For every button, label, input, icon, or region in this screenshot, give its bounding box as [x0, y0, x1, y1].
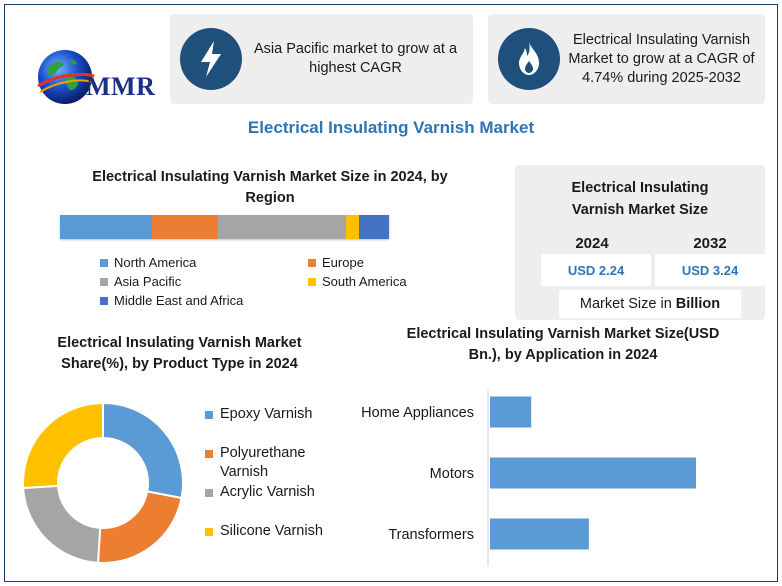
category-label-home-appliances: Home Appliances: [361, 405, 474, 421]
region-stacked-bar: [60, 215, 389, 239]
product-chart-title: Electrical Insulating Varnish Market Sha…: [57, 335, 302, 372]
market-size-card: Electrical Insulating Varnish Market Siz…: [515, 165, 765, 320]
lightning-icon: [180, 28, 242, 90]
bar-segment-asia-pacific: [217, 215, 347, 239]
category-label-transformers: Transformers: [388, 527, 474, 543]
unit-bold: Billion: [675, 296, 721, 312]
legend-item-epoxy-varnish: Epoxy Varnish: [205, 405, 312, 424]
legend-swatch: [205, 411, 213, 419]
legend-label: Europe: [322, 255, 364, 270]
legend-label: Silicone Varnish: [220, 523, 323, 539]
legend-swatch: [205, 489, 213, 497]
legend-swatch: [100, 296, 108, 305]
globe-icon: [37, 50, 95, 104]
application-bar-chart: Home Appliances Motors Transformers: [361, 390, 696, 566]
card-text: Electrical Insulating Varnish Market to …: [568, 31, 755, 86]
legend-swatch: [308, 277, 316, 286]
region-chart-title: Electrical Insulating Varnish Market Siz…: [92, 169, 448, 206]
region-legend: North America Europe Asia Pacific South Ame…: [100, 255, 440, 315]
legend-label: Epoxy Varnish: [220, 406, 313, 422]
value-2032: USD 3.24: [655, 254, 765, 286]
application-chart-title: Electrical Insulating Varnish Market Siz…: [406, 326, 720, 363]
legend-label: Asia Pacific: [114, 274, 182, 289]
bar-segment-middle-east-and-africa: [359, 215, 389, 239]
year-2032: 2032: [693, 235, 727, 252]
main-title: Electrical Insulating Varnish Market: [247, 118, 535, 137]
legend-label: Middle East and Africa: [114, 293, 244, 308]
infographic-frame: [4, 4, 778, 582]
donut-slice-silicone-varnish: [22, 401, 104, 490]
bar-segment-north-america: [60, 215, 153, 239]
bar-motors: [490, 457, 696, 489]
value-2024: USD 2.24: [541, 254, 651, 286]
legend-swatch: [100, 258, 108, 267]
bar-home-appliances: [490, 396, 532, 428]
legend-swatch: [308, 258, 316, 267]
legend-label: South America: [322, 274, 407, 289]
legend-label: Polyurethane Varnish: [220, 445, 306, 480]
legend-swatch: [100, 277, 108, 286]
unit-text: Market Size in: [579, 296, 672, 312]
legend-item-south-america: South America: [308, 274, 407, 289]
donut-slice-polyurethane-varnish: [96, 490, 183, 564]
logo-text: MMR: [86, 72, 156, 101]
product-donut-chart: [22, 401, 184, 564]
legend-item-acrylic-varnish: Acrylic Varnish: [205, 483, 315, 502]
legend-label: North America: [114, 255, 197, 270]
card-text: Asia Pacific market to grow at a highest…: [253, 41, 458, 76]
legend-item-asia-pacific: Asia Pacific: [100, 274, 181, 289]
cagr-card: Electrical Insulating Varnish Market to …: [488, 14, 765, 104]
legend-item-silicone-varnish: Silicone Varnish: [205, 522, 323, 541]
bar-transformers: [490, 518, 589, 550]
donut-slice-acrylic-varnish: [22, 484, 102, 564]
market-size-title: Electrical Insulating Varnish Market Siz…: [571, 180, 709, 218]
bar-segment-europe: [152, 215, 218, 239]
bar-segment-south-america: [346, 215, 360, 239]
flame-icon: [498, 28, 560, 90]
category-label-motors: Motors: [430, 466, 474, 482]
legend-label: Acrylic Varnish: [220, 484, 315, 500]
legend-item-north-america: North America: [100, 255, 196, 270]
asia-pacific-cagr-card: Asia Pacific market to grow at a highest…: [170, 14, 473, 104]
legend-item-middle-east-and-africa: Middle East and Africa: [100, 293, 243, 308]
mmr-logo: MMR: [30, 42, 170, 122]
legend-swatch: [205, 528, 213, 536]
legend-item-polyurethane-varnish: Polyurethane Varnish: [205, 444, 320, 482]
donut-slice-epoxy-varnish: [102, 401, 184, 500]
legend-swatch: [205, 450, 213, 458]
year-2024: 2024: [575, 235, 609, 252]
legend-item-europe: Europe: [308, 255, 364, 270]
unit-label: Market Size in Billion: [559, 290, 741, 318]
